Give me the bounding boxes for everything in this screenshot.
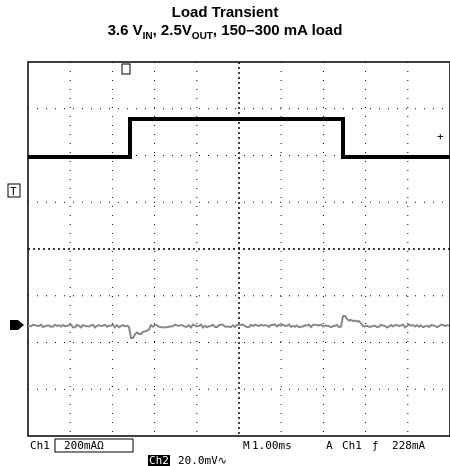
status-ch2: Ch2 <box>149 454 169 466</box>
status-ch1-scale: 200mAΩ <box>64 439 104 452</box>
trigger-edge: ƒ <box>372 439 379 452</box>
subscript: OUT <box>191 31 213 42</box>
ch2-badge <box>148 455 170 466</box>
status-timebase: 1.00ms <box>252 439 292 452</box>
subscript: IN <box>142 31 153 42</box>
trigger-marker: T <box>10 185 17 198</box>
status-ch1: Ch1 <box>30 439 50 452</box>
subtitle-text: 3.6 V <box>107 22 143 39</box>
status-a: A <box>326 439 333 452</box>
trigger-position-marker <box>121 63 131 75</box>
output-voltage-trace <box>28 315 450 339</box>
status-ch2-scale: 20.0mV∿ <box>178 454 227 466</box>
status-box <box>54 438 134 453</box>
subtitle-text: , 2.5V <box>152 22 192 39</box>
status-trigger-level: 228mA <box>392 439 425 452</box>
trigger-level-box <box>7 183 21 198</box>
status-trigger-ch: Ch1 <box>342 439 362 452</box>
subtitle-text: , 150–300 mA load <box>212 22 343 39</box>
status-m: M <box>243 439 250 452</box>
cursor-mark: + <box>437 130 444 143</box>
ch2-ground-marker <box>10 320 24 330</box>
load-current-trace <box>28 117 450 159</box>
title: Load Transient <box>171 4 279 21</box>
subtitle: 3.6 VIN, 2.5VOUT, 150–300 mA load <box>0 22 450 42</box>
